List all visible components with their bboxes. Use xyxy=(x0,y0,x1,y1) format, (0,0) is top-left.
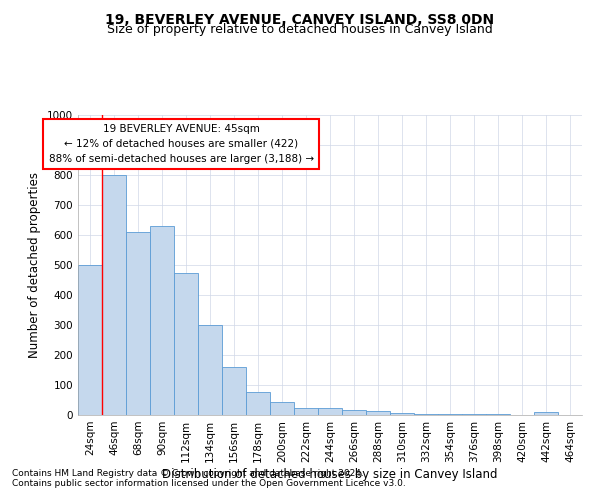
Bar xyxy=(390,412,414,415)
Bar xyxy=(486,414,510,415)
Bar xyxy=(150,226,174,415)
Bar xyxy=(78,265,102,415)
Bar xyxy=(462,414,486,415)
Bar xyxy=(246,392,270,415)
X-axis label: Distribution of detached houses by size in Canvey Island: Distribution of detached houses by size … xyxy=(162,468,498,480)
Bar xyxy=(318,408,342,415)
Bar xyxy=(174,272,198,415)
Text: 19, BEVERLEY AVENUE, CANVEY ISLAND, SS8 0DN: 19, BEVERLEY AVENUE, CANVEY ISLAND, SS8 … xyxy=(106,12,494,26)
Bar xyxy=(342,410,366,415)
Bar xyxy=(198,325,222,415)
Bar xyxy=(534,412,558,415)
Bar xyxy=(438,414,462,415)
Y-axis label: Number of detached properties: Number of detached properties xyxy=(28,172,41,358)
Bar xyxy=(126,232,150,415)
Bar xyxy=(270,402,294,415)
Bar xyxy=(366,412,390,415)
Bar xyxy=(414,414,438,415)
Text: Size of property relative to detached houses in Canvey Island: Size of property relative to detached ho… xyxy=(107,22,493,36)
Text: Contains public sector information licensed under the Open Government Licence v3: Contains public sector information licen… xyxy=(12,478,406,488)
Text: Contains HM Land Registry data © Crown copyright and database right 2024.: Contains HM Land Registry data © Crown c… xyxy=(12,468,364,477)
Bar xyxy=(102,175,126,415)
Text: 19 BEVERLEY AVENUE: 45sqm
← 12% of detached houses are smaller (422)
88% of semi: 19 BEVERLEY AVENUE: 45sqm ← 12% of detac… xyxy=(49,124,314,164)
Bar xyxy=(222,367,246,415)
Bar xyxy=(294,408,318,415)
